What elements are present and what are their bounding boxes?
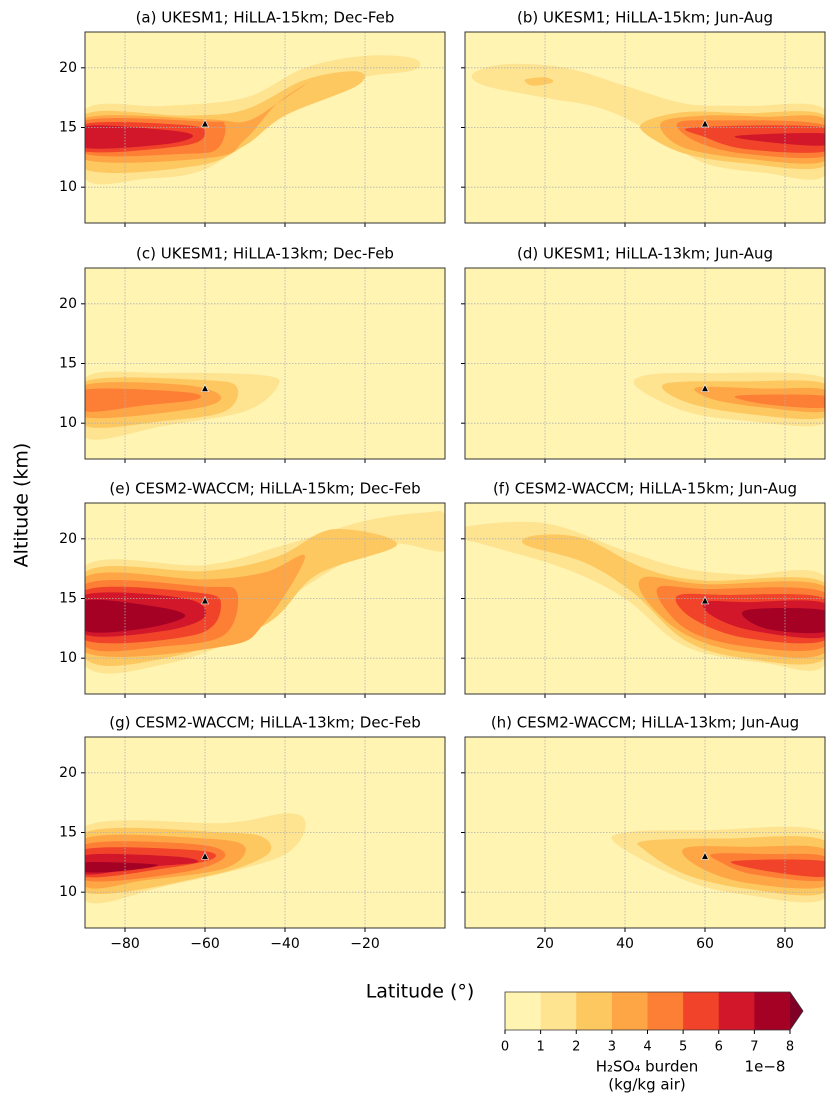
x-tick-label: −40 [270,936,300,952]
y-tick-label: 15 [59,120,77,136]
panel-title: (h) CESM2-WACCM; HiLLA-13km; Jun-Aug [491,714,799,732]
colorbar-tick-label: 8 [786,1040,794,1055]
y-tick-label: 15 [59,356,77,372]
axes-frame [464,736,826,929]
panel-title: (a) UKESM1; HiLLA-15km; Dec-Feb [136,9,395,27]
x-tick-label: 40 [616,936,634,952]
contour-band [85,599,186,633]
y-axis-label: Altitude (km) [11,443,33,568]
panel-title: (g) CESM2-WACCM; HiLLA-13km; Dec-Feb [109,714,421,732]
colorbar-tick-label: 3 [608,1040,616,1055]
y-tick-label: 10 [59,650,77,666]
colorbar-band [647,992,684,1030]
colorbar-label: H₂SO₄ burden [596,1058,699,1076]
colorbar-label: (kg/kg air) [608,1076,685,1094]
source-marker [701,851,709,860]
panel-plot [85,32,445,223]
colorbar-extend [790,992,803,1030]
x-tick-label: 80 [776,936,794,952]
axes-frame [84,736,446,929]
x-tick-label: 60 [696,936,714,952]
colorbar-frame [504,991,804,1031]
source-marker [701,383,709,392]
panel-plot [85,737,445,928]
colorbar-band [505,992,542,1030]
panel-plot [85,503,445,694]
contour-band [85,388,202,412]
axes-frame [464,502,826,695]
axes-frame [84,267,446,460]
colorbar-tick-label: 0 [501,1040,509,1055]
panel-title: (c) UKESM1; HiLLA-13km; Dec-Feb [136,245,394,263]
y-tick-label: 10 [59,415,77,431]
source-marker [201,119,209,128]
y-tick-label: 10 [59,179,77,195]
source-marker [701,119,709,128]
x-tick-label: 20 [536,936,554,952]
contour-band [730,859,825,877]
panel-plot [465,268,825,459]
colorbar-band [683,992,720,1030]
panel-plot [465,32,825,223]
axes-frame [84,502,446,695]
panel-title: (f) CESM2-WACCM; HiLLA-15km; Jun-Aug [493,480,797,498]
colorbar-tick-label: 6 [715,1040,723,1055]
contour-band [734,132,825,146]
y-tick-label: 15 [59,591,77,607]
y-tick-label: 20 [59,765,77,781]
panel-title: (b) UKESM1; HiLLA-15km; Jun-Aug [517,9,773,27]
panel-plot [465,503,825,694]
colorbar-band [576,992,613,1030]
y-tick-label: 20 [59,531,77,547]
x-axis-label: Latitude (°) [366,981,475,1003]
panel-title: (d) UKESM1; HiLLA-13km; Jun-Aug [517,245,773,263]
y-tick-label: 20 [59,296,77,312]
colorbar-tick-label: 5 [679,1040,687,1055]
colorbar-tick-label: 4 [643,1040,651,1055]
colorbar-offset: 1e−8 [745,1058,786,1076]
source-marker [701,596,709,605]
source-marker [201,383,209,392]
x-tick-label: −60 [190,936,220,952]
x-tick-label: −20 [350,936,380,952]
x-tick-label: −80 [110,936,140,952]
colorbar-tick-label: 2 [572,1040,580,1055]
colorbar-band [540,992,577,1030]
colorbar-tick-label: 1 [536,1040,544,1055]
contour-band [734,394,825,408]
axes-frame [464,31,826,224]
panel-plot [85,268,445,459]
panel-title: (e) CESM2-WACCM; HiLLA-15km; Dec-Feb [109,480,420,498]
y-tick-label: 10 [59,884,77,900]
axes-frame [464,267,826,460]
contour-band [85,125,193,149]
axes-frame [84,31,446,224]
contour-band [742,607,825,634]
source-marker [201,596,209,605]
colorbar-band [611,992,648,1030]
colorbar-band [754,992,791,1030]
colorbar-band [718,992,755,1030]
contour-band [85,862,159,873]
y-tick-label: 15 [59,825,77,841]
colorbar-tick-label: 7 [750,1040,758,1055]
y-tick-label: 20 [59,60,77,76]
panel-plot [465,737,825,928]
contour-band [524,77,554,86]
source-marker [201,851,209,860]
